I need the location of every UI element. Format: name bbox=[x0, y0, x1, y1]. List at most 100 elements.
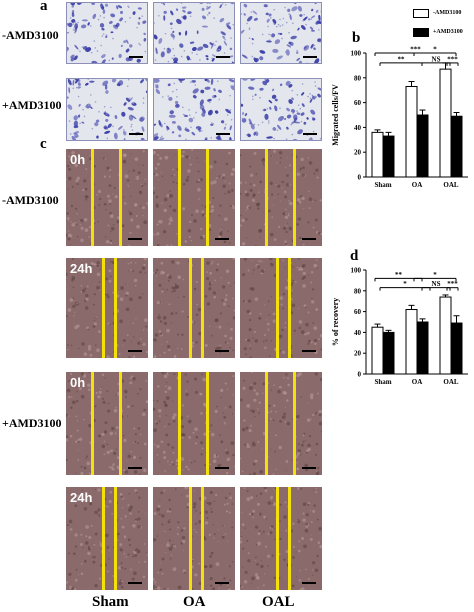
y-axis-label: % of recovery bbox=[331, 298, 340, 346]
significance-label: *** bbox=[410, 46, 421, 54]
scratch-edge-line bbox=[178, 149, 181, 246]
scratch-edge-line bbox=[288, 487, 291, 590]
significance-label: ** bbox=[398, 55, 406, 63]
time-label: 0h bbox=[70, 152, 86, 167]
y-tick-label: 60 bbox=[354, 99, 362, 107]
scale-bar bbox=[128, 582, 142, 584]
micrograph-scratch bbox=[66, 487, 148, 590]
scale-bar bbox=[302, 582, 316, 584]
y-tick-label: 100 bbox=[351, 50, 362, 58]
scratch-edge-line bbox=[178, 372, 181, 475]
y-axis-label: Migrated cells/FV bbox=[331, 84, 340, 146]
scratch-edge-line bbox=[91, 372, 94, 475]
micrograph-transwell bbox=[66, 2, 148, 64]
scratch-edge-line bbox=[293, 372, 296, 475]
bar bbox=[371, 131, 384, 178]
scale-bar bbox=[128, 467, 142, 469]
micrograph-scratch bbox=[153, 258, 235, 358]
scale-bar bbox=[216, 56, 230, 58]
micrograph-scratch bbox=[66, 258, 148, 358]
scratch-edge-line bbox=[201, 487, 204, 590]
x-tick-label: OA bbox=[412, 378, 423, 386]
x-tick-label: OA bbox=[412, 181, 423, 189]
scratch-edge-line bbox=[91, 149, 94, 246]
micrograph-scratch bbox=[66, 372, 148, 475]
bar bbox=[405, 309, 418, 375]
scale-bar bbox=[303, 56, 317, 58]
x-tick-label: OAL bbox=[443, 378, 459, 386]
micrograph-scratch bbox=[153, 372, 235, 475]
legend-swatch-minus bbox=[413, 9, 429, 18]
bar bbox=[450, 115, 463, 178]
bar bbox=[439, 68, 452, 178]
y-tick-label: 0 bbox=[358, 174, 362, 182]
panel-letter-a: a bbox=[40, 0, 48, 14]
legend-label-minus: -AMD3100 bbox=[433, 10, 462, 16]
row-label-c-minus: -AMD3100 bbox=[2, 193, 59, 207]
micrograph-transwell bbox=[240, 2, 322, 64]
time-label: 24h bbox=[70, 490, 93, 505]
micrograph-scratch bbox=[240, 487, 322, 590]
scratch-edge-line bbox=[206, 149, 209, 246]
scale-bar bbox=[215, 582, 229, 584]
scratch-edge-line bbox=[102, 258, 105, 358]
micrograph-scratch bbox=[240, 372, 322, 475]
x-tick-label: Sham bbox=[374, 181, 391, 189]
scratch-edge-line bbox=[276, 487, 279, 590]
significance-label: NS bbox=[432, 280, 441, 288]
scale-bar bbox=[129, 56, 143, 58]
legend-label-plus: +AMD3100 bbox=[433, 29, 463, 35]
scratch-edge-line bbox=[189, 487, 192, 590]
micrograph-scratch bbox=[66, 149, 148, 246]
y-tick-label: 60 bbox=[354, 308, 362, 316]
y-tick-label: 40 bbox=[354, 124, 362, 132]
scratch-edge-line bbox=[114, 487, 117, 590]
significance-label: *** bbox=[447, 280, 458, 288]
scratch-edge-line bbox=[114, 258, 117, 358]
scale-bar bbox=[215, 350, 229, 352]
bar bbox=[416, 321, 429, 375]
time-label: 0h bbox=[70, 375, 86, 390]
y-tick-label: 20 bbox=[354, 350, 362, 358]
significance-label: * bbox=[433, 271, 437, 279]
bar bbox=[382, 331, 395, 375]
micrograph-transwell bbox=[153, 78, 235, 141]
scratch-edge-line bbox=[119, 149, 122, 246]
micrograph-transwell bbox=[240, 78, 322, 141]
scale-bar bbox=[302, 467, 316, 469]
column-label-sham: Sham bbox=[92, 594, 129, 610]
micrograph-transwell bbox=[66, 78, 148, 141]
scratch-edge-line bbox=[276, 258, 279, 358]
micrograph-scratch bbox=[153, 487, 235, 590]
y-tick-label: 20 bbox=[354, 149, 362, 157]
micrograph-scratch bbox=[240, 258, 322, 358]
column-label-oa: OA bbox=[183, 594, 206, 610]
scratch-edge-line bbox=[102, 487, 105, 590]
row-label-a-plus: +AMD3100 bbox=[2, 98, 62, 112]
micrograph-scratch bbox=[240, 149, 322, 246]
significance-label: *** bbox=[447, 55, 458, 63]
scratch-edge-line bbox=[189, 258, 192, 358]
scale-bar bbox=[128, 350, 142, 352]
bar bbox=[382, 135, 395, 178]
row-label-c-plus: +AMD3100 bbox=[2, 416, 62, 430]
panel-letter-d: d bbox=[350, 248, 359, 264]
scratch-edge-line bbox=[206, 372, 209, 475]
micrograph-transwell bbox=[153, 2, 235, 64]
scale-bar bbox=[302, 238, 316, 240]
time-label: 24h bbox=[70, 261, 93, 276]
column-label-oal: OAL bbox=[262, 594, 295, 610]
bar bbox=[371, 326, 384, 375]
legend-swatch-plus bbox=[413, 28, 429, 37]
scratch-edge-line bbox=[265, 372, 268, 475]
bar bbox=[450, 322, 463, 375]
y-tick-label: 40 bbox=[354, 329, 362, 337]
scratch-edge-line bbox=[201, 258, 204, 358]
scale-bar bbox=[216, 133, 230, 135]
y-tick-label: 100 bbox=[351, 267, 362, 275]
scale-bar bbox=[128, 238, 142, 240]
panel-letter-b: b bbox=[352, 30, 361, 46]
row-label-a-minus: -AMD3100 bbox=[2, 28, 59, 42]
